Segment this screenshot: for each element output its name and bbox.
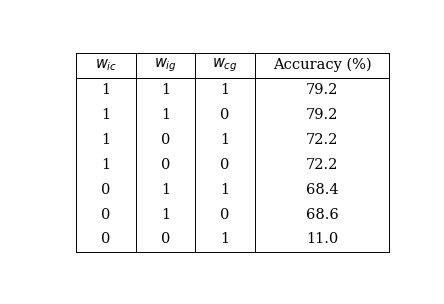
Text: 0: 0: [220, 208, 230, 222]
Text: $w_{ic}$: $w_{ic}$: [95, 57, 117, 73]
Text: 1: 1: [161, 83, 170, 97]
Text: 0: 0: [101, 232, 111, 247]
Text: $w_{cg}$: $w_{cg}$: [212, 57, 238, 74]
Text: Accuracy (%): Accuracy (%): [273, 58, 371, 72]
Text: 0: 0: [161, 133, 170, 147]
Text: 68.6: 68.6: [305, 208, 338, 222]
Text: 1: 1: [220, 133, 230, 147]
Text: 0: 0: [220, 108, 230, 122]
Text: 79.2: 79.2: [306, 108, 338, 122]
Text: 1: 1: [220, 183, 230, 197]
Text: 1: 1: [161, 208, 170, 222]
Text: $w_{ig}$: $w_{ig}$: [154, 57, 177, 74]
Text: 0: 0: [101, 183, 111, 197]
Text: 1: 1: [101, 83, 111, 97]
Text: 0: 0: [161, 158, 170, 172]
Text: 79.2: 79.2: [306, 83, 338, 97]
Text: 1: 1: [161, 183, 170, 197]
Text: 11.0: 11.0: [306, 232, 338, 247]
Text: 72.2: 72.2: [306, 158, 338, 172]
Text: 0: 0: [161, 232, 170, 247]
Text: 1: 1: [101, 158, 111, 172]
Text: 0: 0: [220, 158, 230, 172]
Text: 1: 1: [220, 83, 230, 97]
Text: 1: 1: [161, 108, 170, 122]
Text: 68.4: 68.4: [305, 183, 338, 197]
Text: 0: 0: [101, 208, 111, 222]
Text: 1: 1: [101, 108, 111, 122]
Text: 72.2: 72.2: [306, 133, 338, 147]
Text: 1: 1: [101, 133, 111, 147]
Text: 1: 1: [220, 232, 230, 247]
